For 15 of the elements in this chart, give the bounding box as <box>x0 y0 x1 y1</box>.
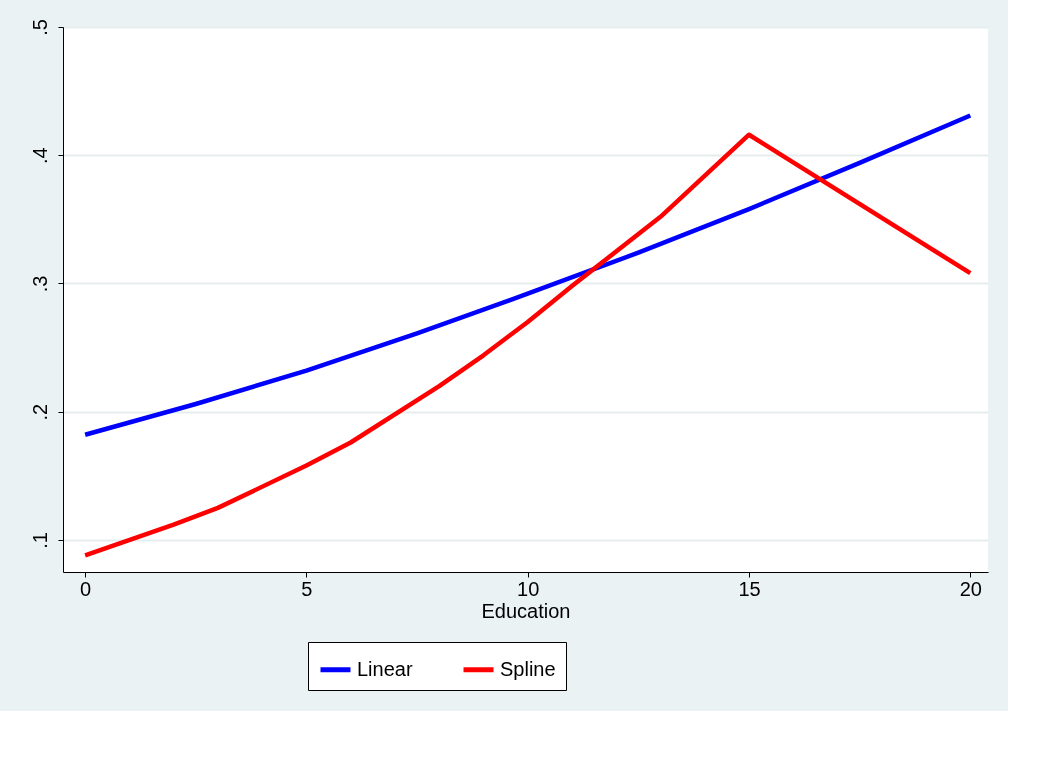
y-tick-label: .5 <box>28 19 51 36</box>
y-tick-label: .2 <box>28 403 51 421</box>
legend-label: Spline <box>500 657 556 680</box>
line-series <box>82 113 973 438</box>
y-tick-label: .3 <box>28 275 51 293</box>
x-tick-label: 5 <box>301 577 313 600</box>
y-tick-label: .4 <box>28 147 51 165</box>
legend-label: Linear <box>357 657 413 680</box>
y-tick-label: .1 <box>28 532 51 549</box>
x-tick-label: 10 <box>517 577 540 600</box>
x-tick-label: 0 <box>80 577 92 600</box>
x-tick-label: 20 <box>959 577 982 600</box>
x-tick-label: 15 <box>738 577 761 600</box>
x-axis-title: Education <box>481 599 571 622</box>
line-series <box>82 132 973 558</box>
